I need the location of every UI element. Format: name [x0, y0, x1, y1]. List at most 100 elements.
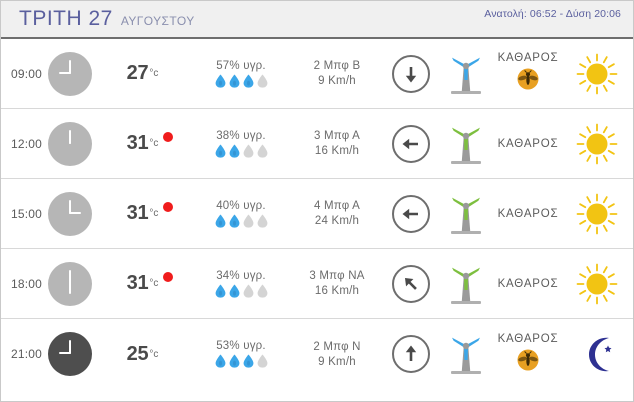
condition-label: ΚΑΘΑΡΟΣ: [497, 52, 559, 64]
wind-cell: 3 Μπφ Α 16 Km/h: [289, 109, 385, 178]
table-row[interactable]: 21:00 25 °c 53% υγρ. 2 Μπφ Ν 9 Km/h ΚΑΘΑΡΟΣ: [1, 319, 633, 389]
droplet-filled-icon: [215, 354, 225, 368]
clock-hour-hand: [69, 131, 72, 144]
time-label: 15:00: [11, 206, 43, 221]
clock-icon: [48, 261, 93, 306]
time-label: 09:00: [11, 66, 43, 81]
turbine-cell: [437, 319, 495, 389]
droplet-empty-icon: [257, 284, 267, 298]
wind-turbine-icon: [451, 267, 481, 304]
wind-beaufort-label: 3 Μπφ ΝΑ: [309, 270, 365, 282]
temperature-value-group: 31 °c: [127, 272, 174, 295]
condition-label: ΚΑΘΑΡΟΣ: [497, 137, 559, 150]
arrow-left-icon: [402, 208, 418, 219]
droplet-empty-icon: [243, 284, 253, 298]
sky-cell: [561, 39, 633, 108]
sun-icon: [576, 263, 618, 304]
sky-cell: [561, 179, 633, 248]
temperature-cell: 31 °c: [107, 109, 193, 178]
time-cell: 12:00: [1, 109, 107, 178]
table-row[interactable]: 09:00 27 °c 57% υγρ. 2 Μπφ Β 9 Km/h ΚΑΘΑΡΟΣ: [1, 39, 633, 109]
sun-icon: [576, 123, 618, 164]
table-row[interactable]: 18:00 31 °c 34% υγρ. 3 Μπφ ΝΑ 16 Km/h ΚΑΘΑΡΟΣ: [1, 249, 633, 319]
clock-hour-hand: [69, 211, 82, 214]
clock-minute-hand: [69, 340, 72, 354]
droplet-empty-icon: [243, 214, 253, 228]
wind-direction-button[interactable]: [392, 124, 430, 163]
temperature-value-group: 27 °c: [127, 62, 174, 85]
clock-minute-hand: [69, 269, 72, 284]
table-row[interactable]: 12:00 31 °c 38% υγρ. 3 Μπφ Α 16 Km/h ΚΑΘΑΡΟΣ: [1, 109, 633, 179]
turbine-cell: [437, 179, 495, 248]
wind-turbine-icon: [451, 57, 481, 94]
wind-cell: 2 Μπφ Ν 9 Km/h: [289, 319, 385, 389]
forecast-header: ΤΡΙΤΗ 27 ΑΥΓΟΥΣΤΟΥ Ανατολή: 06:52 - Δύση…: [1, 1, 633, 39]
wind-beaufort-label: 2 Μπφ Ν: [313, 340, 361, 353]
sun-icon: [576, 193, 618, 234]
mosquito-icon: [517, 349, 539, 370]
humidity-label: 38% υγρ.: [216, 129, 266, 142]
humidity-droplets: [215, 354, 268, 368]
clock-hour-hand: [59, 71, 72, 74]
wind-direction-cell: [385, 179, 437, 248]
humidity-droplets: [215, 284, 268, 298]
condition-cell: ΚΑΘΑΡΟΣ: [495, 39, 561, 108]
month-label: ΑΥΓΟΥΣΤΟΥ: [120, 14, 195, 28]
temperature-unit: °c: [149, 138, 159, 149]
sunrise-sunset-label: Ανατολή: 06:52 - Δύση 20:06: [484, 8, 621, 20]
droplet-filled-icon: [215, 144, 225, 158]
wind-direction-button[interactable]: [392, 264, 430, 303]
droplet-filled-icon: [229, 144, 239, 158]
condition-cell: ΚΑΘΑΡΟΣ: [495, 249, 561, 318]
humidity-label: 40% υγρ.: [216, 199, 266, 212]
temperature-unit: °c: [149, 348, 159, 360]
time-label: 21:00: [11, 347, 43, 361]
wind-beaufort-label: 3 Μπφ Α: [313, 130, 361, 142]
condition-label: ΚΑΘΑΡΟΣ: [497, 332, 559, 345]
turbine-cell: [437, 109, 495, 178]
sky-cell: [561, 319, 633, 389]
clock-hour-hand: [59, 352, 72, 354]
arrow-down-icon: [405, 66, 417, 82]
moon-icon: [589, 337, 612, 372]
wind-turbine-icon: [451, 337, 481, 374]
droplet-filled-icon: [229, 214, 239, 228]
clock-icon: [48, 332, 93, 376]
sky-cell: [561, 249, 633, 318]
wind-direction-cell: [385, 39, 437, 108]
time-cell: 18:00: [1, 249, 107, 318]
humidity-cell: 40% υγρ.: [193, 179, 289, 248]
condition-cell: ΚΑΘΑΡΟΣ: [495, 109, 561, 178]
wind-beaufort-label: 4 Μπφ Α: [313, 200, 361, 212]
droplet-filled-icon: [229, 284, 239, 298]
humidity-droplets: [215, 74, 268, 88]
droplet-empty-icon: [257, 354, 267, 368]
clock-minute-hand: [69, 199, 72, 214]
droplet-filled-icon: [215, 284, 225, 298]
temperature-unit: °c: [149, 278, 159, 289]
wind-cell: 2 Μπφ Β 9 Km/h: [289, 39, 385, 108]
time-cell: 21:00: [1, 319, 107, 389]
wind-speed-label: 9 Km/h: [318, 355, 356, 368]
arrow-left-icon: [402, 138, 418, 149]
temperature-value-group: 25 °c: [127, 343, 174, 366]
wind-cell: 3 Μπφ ΝΑ 16 Km/h: [289, 249, 385, 318]
clock-icon: [48, 121, 93, 166]
wind-direction-button[interactable]: [392, 194, 430, 233]
turbine-cell: [437, 39, 495, 108]
droplet-filled-icon: [243, 354, 253, 368]
wind-speed-label: 9 Km/h: [318, 75, 356, 87]
temperature-value: 25: [126, 342, 149, 365]
droplet-empty-icon: [243, 144, 253, 158]
table-row[interactable]: 15:00 31 °c 40% υγρ. 4 Μπφ Α 24 Km/h ΚΑΘΑΡΟΣ: [1, 179, 633, 249]
wind-cell: 4 Μπφ Α 24 Km/h: [289, 179, 385, 248]
wind-speed-label: 24 Km/h: [314, 215, 360, 227]
wind-direction-button[interactable]: [392, 54, 430, 93]
sky-cell: [561, 109, 633, 178]
wind-direction-cell: [385, 319, 437, 389]
temperature-cell: 27 °c: [107, 39, 193, 108]
clock-hour-hand: [69, 281, 72, 294]
wind-direction-button[interactable]: [392, 335, 430, 373]
